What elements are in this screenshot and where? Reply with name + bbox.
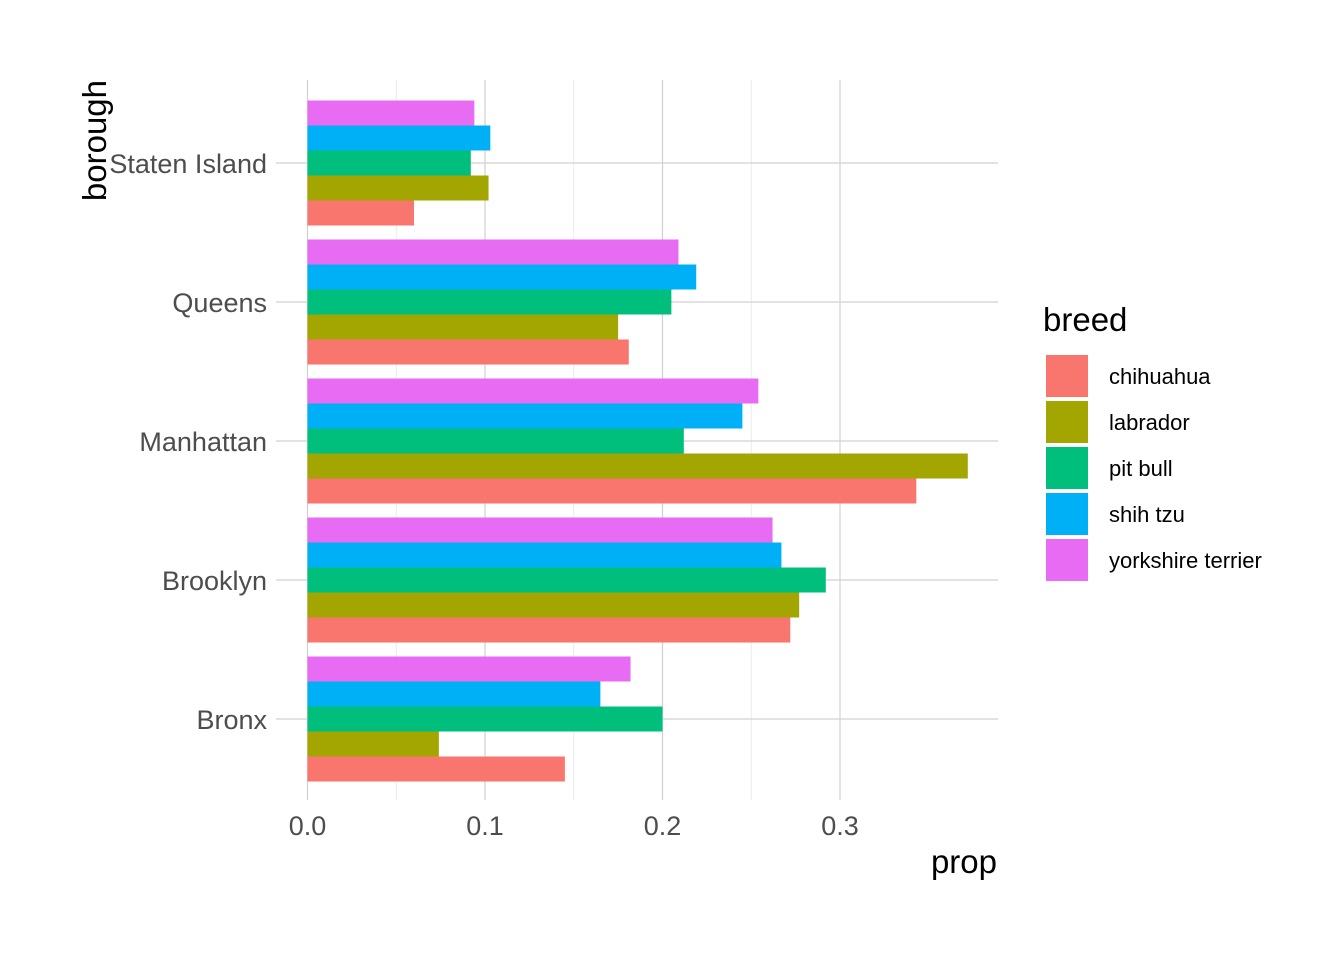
bar xyxy=(307,681,601,707)
bar xyxy=(307,517,773,543)
bar xyxy=(307,339,629,365)
legend-key xyxy=(1046,493,1088,535)
bar xyxy=(307,264,697,290)
bar xyxy=(307,756,565,782)
legend-key xyxy=(1046,539,1088,581)
legend: breed chihuahua labrador pit bull shih tzu y… xyxy=(1043,301,1262,581)
bar xyxy=(307,200,414,226)
x-tick-label: 0.2 xyxy=(644,811,682,841)
legend-key xyxy=(1046,355,1088,397)
bar xyxy=(307,453,968,479)
legend-label: pit bull xyxy=(1109,456,1173,481)
legend-label: shih tzu xyxy=(1109,502,1185,527)
y-tick-label: Brooklyn xyxy=(162,566,267,596)
legend-key xyxy=(1046,401,1088,443)
bar xyxy=(307,175,489,201)
bar xyxy=(307,567,826,593)
bar xyxy=(307,542,782,568)
y-tick-label: Staten Island xyxy=(109,149,267,179)
bar xyxy=(307,403,743,429)
x-tick-label: 0.0 xyxy=(289,811,327,841)
bar xyxy=(307,617,791,643)
y-tick-label: Queens xyxy=(172,288,267,318)
bar xyxy=(307,478,917,504)
x-axis-title: prop xyxy=(931,843,997,880)
bar xyxy=(307,731,439,757)
bar xyxy=(307,100,475,126)
bar xyxy=(307,378,759,404)
y-axis-title: borough xyxy=(76,80,113,201)
bar xyxy=(307,239,679,265)
bar xyxy=(307,125,491,151)
y-tick-label: Bronx xyxy=(196,705,267,735)
x-tick-label: 0.1 xyxy=(466,811,504,841)
legend-label: chihuahua xyxy=(1109,364,1211,389)
legend-label: labrador xyxy=(1109,410,1190,435)
y-tick-label: Manhattan xyxy=(139,427,267,457)
legend-title: breed xyxy=(1043,301,1127,338)
y-axis-ticks: Bronx Brooklyn Manhattan Queens Staten Islan… xyxy=(109,149,267,735)
legend-label: yorkshire terrier xyxy=(1109,548,1262,573)
bar xyxy=(307,314,619,340)
bars xyxy=(307,100,968,782)
bar xyxy=(307,428,684,454)
legend-key xyxy=(1046,447,1088,489)
bar xyxy=(307,150,471,176)
bar xyxy=(307,592,800,618)
bar xyxy=(307,656,631,682)
x-tick-label: 0.3 xyxy=(821,811,859,841)
x-axis-ticks: 0.0 0.1 0.2 0.3 xyxy=(289,811,859,841)
bar xyxy=(307,289,672,315)
bar xyxy=(307,706,663,732)
